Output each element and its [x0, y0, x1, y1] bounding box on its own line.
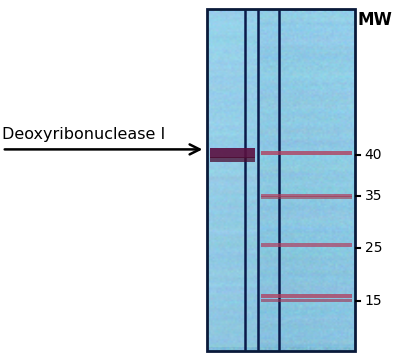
Bar	[261, 293, 352, 298]
Text: Deoxyribonuclease I: Deoxyribonuclease I	[2, 127, 165, 142]
Bar	[261, 299, 352, 302]
Bar	[210, 148, 255, 158]
Bar	[261, 197, 352, 199]
Text: MW: MW	[358, 11, 393, 29]
Bar	[207, 9, 355, 351]
Bar	[210, 157, 255, 162]
Bar	[261, 151, 352, 155]
Bar	[261, 194, 352, 197]
Text: 15: 15	[365, 294, 382, 307]
Text: 25: 25	[365, 242, 382, 255]
Text: 35: 35	[365, 189, 382, 203]
Text: 40: 40	[365, 148, 382, 162]
Bar	[261, 243, 352, 247]
